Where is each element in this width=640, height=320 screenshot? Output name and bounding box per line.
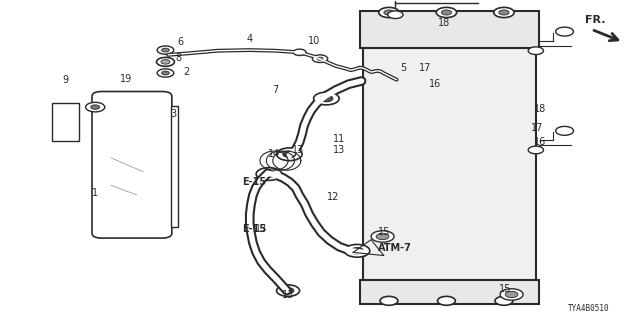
Text: 8: 8 <box>175 53 181 63</box>
Circle shape <box>256 168 282 180</box>
Circle shape <box>351 248 364 254</box>
Circle shape <box>161 60 170 64</box>
Text: 18: 18 <box>534 104 547 114</box>
Text: 16: 16 <box>534 138 547 148</box>
Text: 4: 4 <box>246 34 253 44</box>
Circle shape <box>162 71 170 75</box>
Circle shape <box>556 27 573 36</box>
Text: 15: 15 <box>499 284 511 294</box>
Circle shape <box>376 233 389 240</box>
Circle shape <box>276 285 300 296</box>
Circle shape <box>495 296 513 305</box>
Circle shape <box>344 244 370 257</box>
Circle shape <box>380 296 398 305</box>
Circle shape <box>157 69 173 77</box>
Circle shape <box>379 7 399 18</box>
Text: 15: 15 <box>378 227 390 237</box>
Circle shape <box>91 105 100 109</box>
Text: 16: 16 <box>429 78 441 89</box>
Text: 14: 14 <box>268 148 280 159</box>
Circle shape <box>314 92 339 105</box>
Circle shape <box>320 95 333 102</box>
Circle shape <box>312 55 328 62</box>
Text: E-15: E-15 <box>242 223 266 234</box>
Bar <box>172 106 177 227</box>
Text: 2: 2 <box>183 68 189 77</box>
Text: 5: 5 <box>400 63 406 73</box>
Text: ATM-7: ATM-7 <box>378 243 412 252</box>
Text: 12: 12 <box>326 192 339 202</box>
Circle shape <box>371 231 394 242</box>
Circle shape <box>317 57 323 60</box>
Text: 11: 11 <box>333 134 346 144</box>
Bar <box>360 280 539 304</box>
Circle shape <box>436 7 457 18</box>
Circle shape <box>384 10 394 15</box>
Bar <box>52 103 79 141</box>
Circle shape <box>442 10 452 15</box>
Text: 1: 1 <box>92 188 99 198</box>
Circle shape <box>493 7 514 18</box>
Circle shape <box>438 296 456 305</box>
Text: 17: 17 <box>531 123 543 133</box>
Bar <box>364 20 536 298</box>
Text: 9: 9 <box>63 75 69 85</box>
Circle shape <box>388 11 403 19</box>
Circle shape <box>499 10 509 15</box>
Circle shape <box>276 148 302 161</box>
Circle shape <box>157 57 174 66</box>
Text: 18: 18 <box>438 18 451 28</box>
Circle shape <box>293 49 306 55</box>
Circle shape <box>86 102 105 112</box>
Text: TYA4B0510: TYA4B0510 <box>568 304 609 313</box>
Circle shape <box>528 146 543 154</box>
Text: E-15: E-15 <box>242 177 266 187</box>
Circle shape <box>556 126 573 135</box>
Text: 13: 13 <box>282 291 294 300</box>
Circle shape <box>528 47 543 54</box>
FancyBboxPatch shape <box>92 92 172 238</box>
Text: 13: 13 <box>292 146 304 156</box>
Circle shape <box>157 46 173 54</box>
Text: FR.: FR. <box>585 15 605 25</box>
Text: 6: 6 <box>178 37 184 47</box>
Circle shape <box>282 288 294 293</box>
Text: 19: 19 <box>120 74 132 84</box>
Circle shape <box>505 291 518 298</box>
Text: 10: 10 <box>307 36 320 45</box>
Text: 3: 3 <box>170 109 176 119</box>
Bar <box>360 11 539 48</box>
Circle shape <box>283 151 296 157</box>
Text: 17: 17 <box>419 63 431 73</box>
Circle shape <box>500 289 523 300</box>
Circle shape <box>162 48 170 52</box>
Text: 7: 7 <box>272 85 278 95</box>
Text: 13: 13 <box>255 223 267 234</box>
Text: 13: 13 <box>333 146 346 156</box>
Circle shape <box>262 171 275 177</box>
